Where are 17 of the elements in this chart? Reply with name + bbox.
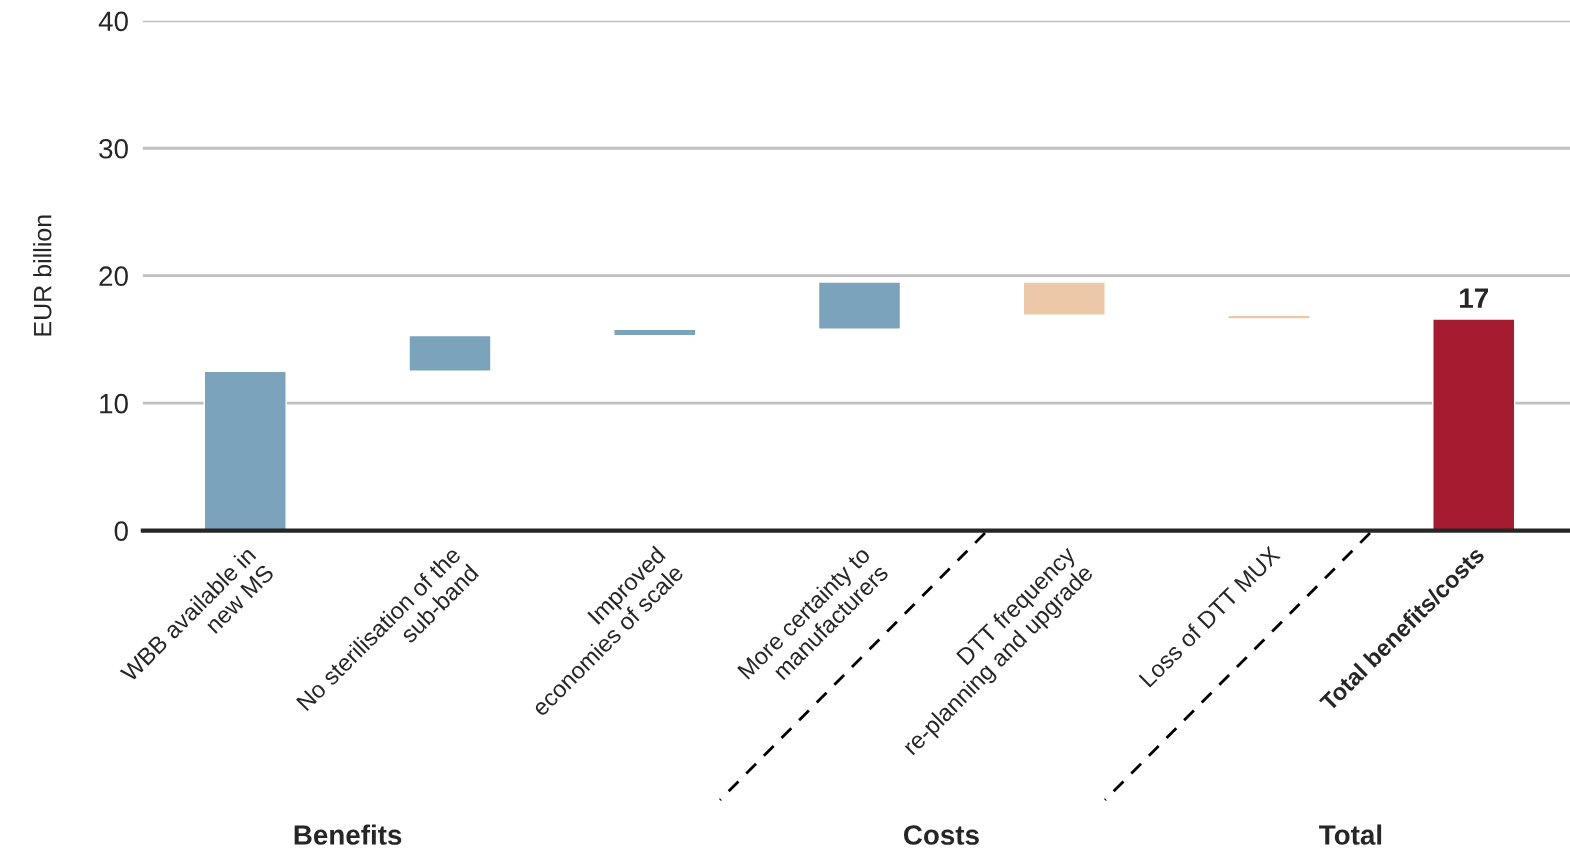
y-tick-label: 10 xyxy=(100,393,128,414)
bar xyxy=(817,281,902,330)
y-tick-label: 40 xyxy=(98,11,128,32)
y-axis-title: EUR billion xyxy=(33,215,52,336)
y-tick-label: 30 xyxy=(99,138,128,159)
y-tick-label: 20 xyxy=(99,266,128,287)
bar xyxy=(1227,314,1311,320)
y-tick-label: 0 xyxy=(114,521,128,541)
bar xyxy=(1022,281,1106,316)
bar xyxy=(613,328,697,337)
text: Benefits xyxy=(294,824,402,845)
text: Costs xyxy=(903,825,979,845)
bar xyxy=(1432,318,1516,531)
data-label: 17 xyxy=(1460,288,1488,308)
bar xyxy=(203,370,287,531)
text: Total xyxy=(1319,824,1382,845)
bar xyxy=(408,334,492,372)
